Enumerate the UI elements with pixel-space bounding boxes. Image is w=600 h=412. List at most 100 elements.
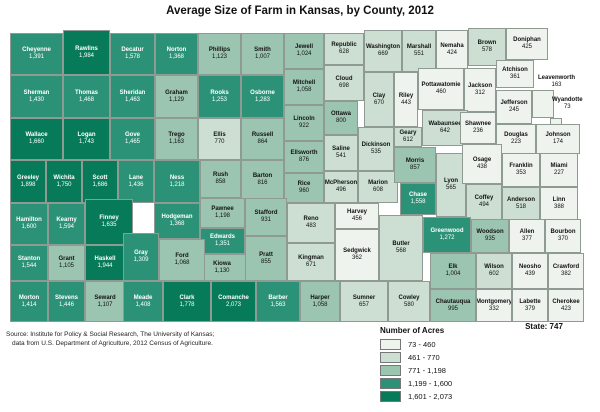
- county-value: 1,594: [58, 224, 74, 230]
- county-brown: Brown 578: [468, 28, 506, 66]
- county-value: 443: [400, 99, 411, 106]
- county-lane: Lane 1,436: [118, 160, 154, 203]
- legend-swatch-1: [380, 339, 401, 350]
- county-value: 935: [484, 236, 495, 242]
- county-morris: Morris 857: [394, 147, 436, 183]
- county-phillips: Phillips 1,123: [198, 33, 241, 75]
- county-jefferson: Jefferson 245: [496, 90, 532, 124]
- county-name: Russell: [251, 132, 274, 139]
- county-value: 1,750: [56, 181, 72, 188]
- county-value: 1,743: [78, 139, 94, 145]
- county-logan: Logan 1,743: [63, 118, 110, 160]
- county-barton: Barton 816: [241, 160, 284, 200]
- county-republic: Republic 628: [324, 33, 364, 65]
- county-name: Jewell: [294, 44, 313, 51]
- county-value: 1,408: [135, 301, 151, 308]
- county-name: Reno: [303, 216, 319, 223]
- county-name: Finney: [99, 215, 119, 222]
- county-name: Montgomery: [476, 298, 512, 305]
- county-rush: Rush 858: [200, 160, 241, 198]
- county-name: Bourbon: [550, 229, 576, 236]
- legend-row-4: 1,199 - 1,600: [380, 378, 452, 389]
- county-name: Atchison: [502, 67, 528, 74]
- county-name: Clark: [179, 294, 195, 301]
- county-value: 163: [551, 81, 562, 88]
- county-doniphan: Doniphan 425: [506, 28, 548, 60]
- county-name: Labette: [519, 298, 541, 305]
- county-name: Jackson: [467, 83, 492, 90]
- county-value: 876: [298, 157, 309, 163]
- county-value: 1,198: [214, 213, 230, 219]
- county-gove: Gove 1,465: [110, 118, 155, 160]
- county-value: 1,283: [254, 96, 270, 103]
- county-name: Thomas: [74, 89, 98, 96]
- county-value: 353: [515, 170, 526, 176]
- county-reno: Reno 483: [287, 203, 335, 243]
- county-name: Allen: [519, 229, 535, 236]
- county-name: Smith: [254, 47, 271, 54]
- county-ottawa: Ottawa 800: [324, 101, 358, 135]
- county-lincoln: Lincoln 922: [284, 105, 324, 141]
- county-value: 424: [446, 50, 457, 56]
- county-value: 816: [257, 180, 268, 186]
- county-value: 1,446: [58, 301, 74, 308]
- county-ford: Ford 1,068: [159, 239, 205, 281]
- county-name: Miami: [550, 163, 568, 170]
- county-value: 377: [521, 236, 532, 242]
- county-value: 1,368: [168, 54, 184, 60]
- county-nemaha: Nemaha 424: [436, 30, 468, 70]
- county-name: Franklin: [509, 163, 533, 170]
- county-value: 1,465: [124, 139, 140, 145]
- county-name: Grant: [58, 256, 75, 263]
- legend-swatch-4: [380, 378, 401, 389]
- county-value: 612: [402, 137, 413, 143]
- legend: Number of Acres 73 - 460 461 - 770 771 - 1…: [380, 326, 452, 404]
- county-name: Meade: [133, 294, 153, 301]
- source-line-1: Source: Institute for Policy & Social Re…: [6, 331, 215, 338]
- legend-label-2: 461 - 770: [408, 353, 440, 362]
- county-value: 657: [358, 301, 369, 308]
- county-value: 223: [510, 139, 521, 145]
- county-meade: Meade 1,408: [123, 281, 163, 322]
- county-name: Decatur: [121, 47, 144, 54]
- county-name: Wichita: [53, 174, 75, 181]
- county-value: 379: [524, 305, 535, 312]
- county-value: 1,058: [296, 87, 312, 93]
- county-pratt: Pratt 855: [245, 236, 287, 281]
- county-gray: Gray 1,309: [123, 233, 159, 281]
- county-name: Cowley: [398, 294, 420, 301]
- county-barber: Barber 1,563: [256, 281, 300, 322]
- county-name: Seward: [94, 294, 116, 301]
- county-value: 858: [215, 179, 226, 185]
- county-value: 1,309: [133, 257, 149, 263]
- county-decatur: Decatur 1,578: [110, 33, 155, 75]
- county-value: 1,004: [445, 271, 461, 277]
- county-douglas: Douglas 223: [496, 124, 536, 154]
- county-name: Gove: [124, 132, 140, 139]
- county-osborne: Osborne 1,283: [241, 75, 284, 118]
- county-name: Lincoln: [293, 116, 315, 123]
- county-name: Comanche: [218, 294, 249, 301]
- county-name: Linn: [552, 197, 566, 204]
- county-name: Cheyenne: [22, 47, 51, 54]
- county-name: Stanton: [17, 256, 41, 263]
- county-value: 535: [370, 149, 381, 155]
- county-name: Barber: [268, 294, 288, 301]
- county-name: Rawlins: [75, 45, 98, 52]
- county-sherman: Sherman 1,430: [10, 75, 63, 118]
- county-value: 245: [508, 107, 519, 113]
- legend-row-2: 461 - 770: [380, 352, 452, 363]
- county-name: Sumner: [352, 294, 376, 301]
- county-cloud: Cloud 698: [324, 65, 364, 101]
- county-marshall: Marshall 551: [402, 30, 436, 72]
- county-name: Cherokee: [552, 298, 580, 305]
- county-name: Kiowa: [213, 260, 231, 267]
- county-name: Ellsworth: [290, 150, 318, 157]
- county-value: 670: [373, 99, 384, 106]
- county-atchison: Atchison 361: [496, 60, 534, 88]
- county-geary: Geary 612: [394, 127, 422, 147]
- county-neosho: Neosho 439: [512, 253, 548, 289]
- county-lyon: Lyon 565: [436, 153, 466, 217]
- county-value: 602: [488, 271, 499, 277]
- county-ellsworth: Ellsworth 876: [284, 141, 324, 173]
